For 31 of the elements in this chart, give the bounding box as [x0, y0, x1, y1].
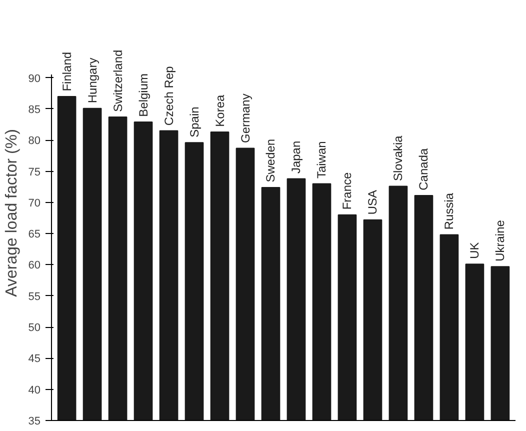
x-tick-label: Sweden — [264, 138, 278, 182]
y-tick-label: 45 — [28, 353, 41, 366]
y-tick-label: 75 — [28, 166, 41, 178]
y-tick-label: 65 — [28, 228, 41, 241]
x-tick-label: Finland — [60, 52, 74, 92]
y-tick-label: 40 — [28, 384, 41, 396]
x-tick-label: Ukraine — [493, 220, 508, 262]
x-tick-label: Taiwan — [314, 141, 329, 179]
y-tick-label: 85 — [28, 104, 41, 116]
x-tick-label: Slovakia — [391, 135, 406, 182]
x-tick-label: UK — [468, 242, 482, 259]
x-tick-label: Hungary — [85, 58, 100, 104]
x-tick-label: USA — [366, 190, 380, 215]
x-tick-label: Czech Rep — [162, 66, 176, 126]
x-tick-label: Belgium — [136, 73, 150, 117]
x-tick-label: Germany — [238, 94, 252, 144]
y-tick-label: 80 — [28, 135, 41, 148]
x-tick-label: Japan — [289, 140, 304, 174]
y-tick-label: 50 — [28, 322, 41, 334]
y-axis-title: Average load factor (%) — [3, 129, 20, 297]
x-tick-label: Korea — [212, 94, 227, 127]
y-tick-label: 55 — [28, 290, 41, 303]
x-tick-label: Canada — [416, 148, 431, 190]
y-tick-label: 70 — [28, 197, 41, 210]
y-tick-label: 60 — [28, 260, 41, 272]
x-tick-label: Russia — [442, 192, 456, 230]
x-tick-label: Switzerland — [110, 50, 125, 112]
y-tick-label: 35 — [28, 416, 41, 428]
x-tick-label: Spain — [187, 106, 202, 138]
x-tick-label: France — [340, 172, 354, 210]
y-tick-label: 90 — [28, 72, 41, 85]
